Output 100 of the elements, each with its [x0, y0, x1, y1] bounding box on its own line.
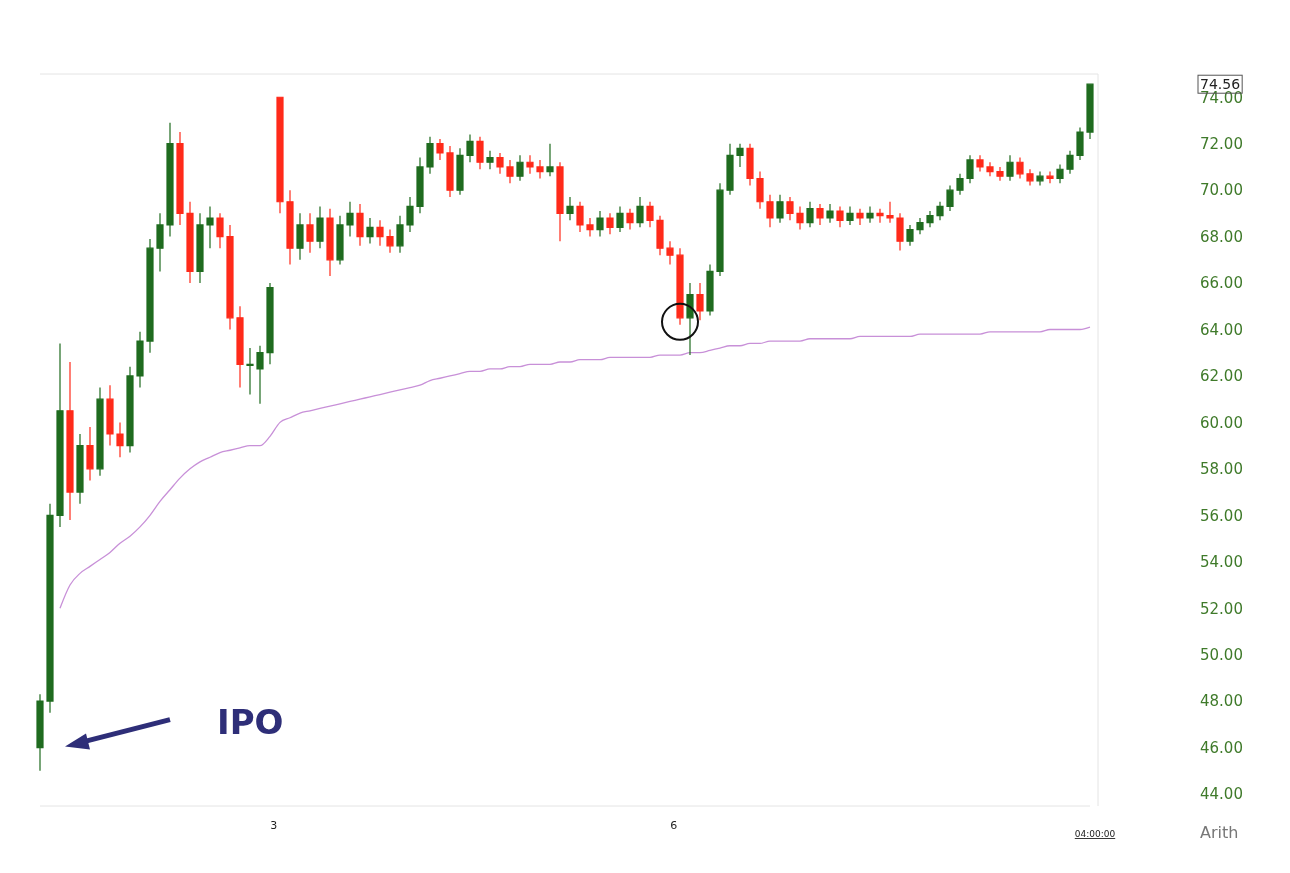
candlestick: [936, 201, 944, 221]
candlestick: [476, 136, 484, 170]
x-tick-label: 6: [670, 819, 678, 832]
candlestick: [856, 208, 864, 226]
candlestick: [536, 159, 544, 180]
candlestick: [1026, 168, 1034, 187]
candlestick: [1056, 163, 1064, 184]
candlestick: [636, 196, 644, 228]
candlestick: [136, 331, 144, 389]
candlestick: [126, 366, 134, 454]
y-tick-label: 52.00: [1200, 599, 1243, 618]
candlestick: [706, 263, 714, 317]
candlestick: [1046, 170, 1054, 184]
candlestick: [616, 205, 624, 233]
candlestick: [816, 203, 824, 226]
candlestick: [276, 96, 284, 214]
y-tick-label: 64.00: [1200, 320, 1243, 339]
candlestick: [496, 152, 504, 175]
candlestick: [216, 212, 224, 249]
candlestick: [316, 205, 324, 249]
candlestick: [96, 386, 104, 477]
y-tick-label: 54.00: [1200, 553, 1243, 572]
candlestick: [296, 212, 304, 261]
candlestick: [166, 122, 174, 238]
candlestick: [836, 205, 844, 228]
candlestick: [976, 154, 984, 173]
candlestick: [676, 247, 684, 326]
y-tick-label: 72.00: [1200, 134, 1243, 153]
candlestick: [546, 143, 554, 177]
candlestick: [116, 421, 124, 458]
candlestick: [826, 203, 834, 224]
candlestick: [916, 217, 924, 235]
candlestick: [666, 240, 674, 266]
candlestick: [236, 305, 244, 389]
candlestick: [696, 282, 704, 321]
candlestick: [76, 433, 84, 505]
annotation: IPO: [217, 701, 284, 742]
candlestick: [986, 161, 994, 177]
candlestick: [156, 212, 164, 273]
candlestick: [996, 166, 1004, 182]
text: 04:00:00: [1074, 829, 1116, 839]
y-tick-label: 62.00: [1200, 367, 1243, 386]
candlestick: [566, 196, 574, 221]
y-tick-label: 48.00: [1200, 692, 1243, 711]
candlestick: [356, 203, 364, 247]
candlestick: [746, 143, 754, 187]
candlestick: [906, 224, 914, 247]
candlestick: [426, 136, 434, 175]
candlestick: [456, 147, 464, 196]
candlestick: [406, 196, 414, 233]
candlestick: [956, 173, 964, 196]
candlestick: [626, 208, 634, 231]
candlestick: [756, 170, 764, 210]
candlestick: [246, 347, 254, 396]
y-tick-label: 70.00: [1200, 181, 1243, 200]
candlestick: [1036, 170, 1044, 187]
candlestick: [766, 194, 774, 228]
candlestick: [226, 224, 234, 331]
candlestick: [726, 143, 734, 196]
line-series: [59, 326, 1091, 609]
candlestick: [106, 384, 114, 447]
candlestick: [716, 182, 724, 277]
text: Arith: [1200, 823, 1239, 842]
candlestick: [446, 145, 454, 198]
candlestick: [596, 210, 604, 238]
candlestick: [1086, 83, 1094, 140]
candlestick: [796, 205, 804, 231]
candlestick: [266, 282, 274, 365]
candlestick: [886, 201, 894, 224]
candlestick: [966, 154, 974, 184]
candlestick: [46, 503, 54, 714]
candlestick: [376, 219, 384, 247]
candlestick: [206, 205, 214, 249]
y-tick-label: 60.00: [1200, 413, 1243, 432]
candlestick: [526, 154, 534, 175]
y-tick-label: 58.00: [1200, 460, 1243, 479]
candlestick: [736, 143, 744, 168]
candlestick: [1016, 157, 1024, 180]
candlestick: [396, 215, 404, 254]
candlestick: [196, 212, 204, 284]
y-tick-label: 44.00: [1200, 785, 1243, 804]
candlestick: [656, 215, 664, 256]
candlestick: [346, 201, 354, 238]
candlestick: [926, 210, 934, 228]
candlestick: [336, 215, 344, 266]
candlestick: [1066, 150, 1074, 175]
candlestick: [36, 693, 44, 772]
candlestick: [786, 196, 794, 221]
candlestick: [946, 184, 954, 212]
candlestick: [66, 361, 74, 521]
candlestick: [366, 217, 374, 245]
candlestick: [436, 138, 444, 161]
y-tick-label: 68.00: [1200, 227, 1243, 246]
candlestick: [146, 238, 154, 354]
candlestick: [866, 205, 874, 224]
candlestick: [586, 217, 594, 238]
candlestick: [606, 212, 614, 235]
candlestick: [646, 201, 654, 228]
candlestick: [576, 201, 584, 233]
candlestick: [1006, 154, 1014, 182]
